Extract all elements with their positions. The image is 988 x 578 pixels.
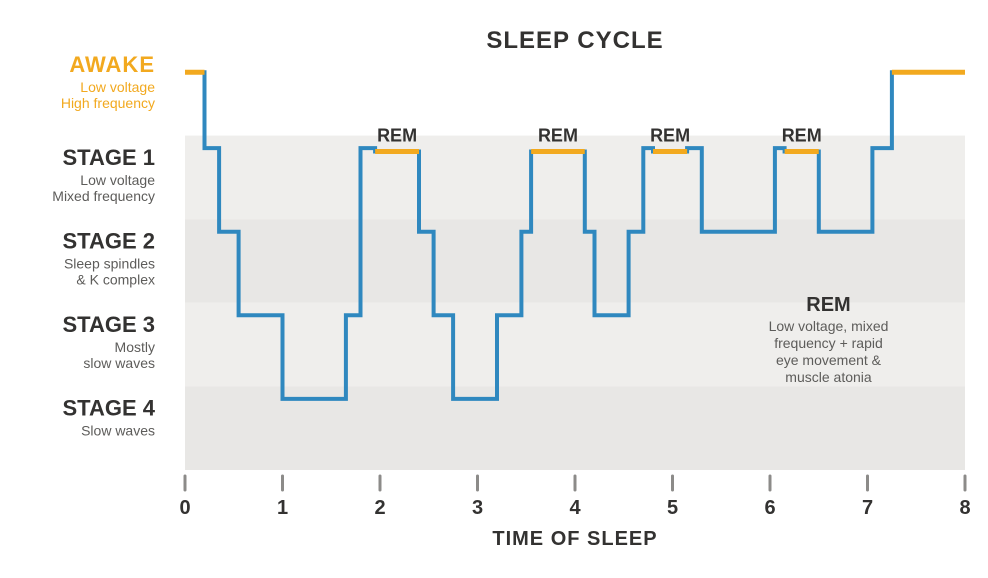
stage-sub1-stage1: Low voltage [80, 172, 155, 188]
stage-title-stage3: STAGE 3 [62, 312, 155, 337]
xtick-label-2: 2 [374, 497, 385, 519]
stage-sub2-stage2: & K complex [76, 271, 155, 287]
rem-info-title: REM [806, 294, 850, 316]
chart-title: SLEEP CYCLE [486, 27, 663, 54]
xtick-label-7: 7 [862, 497, 873, 519]
stage-sub1-stage3: Mostly [115, 339, 155, 355]
stage-sub2-stage3: slow waves [83, 355, 155, 371]
stage-sub2-awake: High frequency [61, 95, 155, 111]
stage-sub1-stage2: Sleep spindles [64, 255, 155, 271]
rem-label-3: REM [782, 125, 822, 145]
stage-band-stage1 [185, 136, 965, 220]
xtick-label-3: 3 [472, 497, 483, 519]
rem-info-line-3: muscle atonia [785, 369, 872, 385]
rem-info-line-1: frequency + rapid [774, 335, 883, 351]
xtick-label-5: 5 [667, 497, 678, 519]
stage-sub2-stage1: Mixed frequency [52, 188, 155, 204]
rem-label-2: REM [650, 125, 690, 145]
xtick-label-6: 6 [764, 497, 775, 519]
xtick-label-0: 0 [179, 497, 190, 519]
stage-title-stage2: STAGE 2 [62, 228, 155, 253]
rem-info-line-0: Low voltage, mixed [769, 318, 889, 334]
stage-sub1-stage4: Slow waves [81, 423, 155, 439]
stage-title-awake: AWAKE [69, 52, 155, 77]
rem-info-line-2: eye movement & [776, 352, 882, 368]
sleep-cycle-svg: SLEEP CYCLEAWAKELow voltageHigh frequenc… [0, 0, 988, 578]
sleep-cycle-chart: { "chart": { "type": "step-line", "title… [0, 0, 988, 578]
stage-title-stage4: STAGE 4 [62, 396, 155, 421]
xtick-label-4: 4 [569, 497, 581, 519]
xtick-label-1: 1 [277, 497, 288, 519]
stage-sub1-awake: Low voltage [80, 79, 155, 95]
x-axis-label: TIME OF SLEEP [492, 528, 657, 550]
stage-title-stage1: STAGE 1 [62, 145, 155, 170]
rem-label-0: REM [377, 125, 417, 145]
rem-label-1: REM [538, 125, 578, 145]
xtick-label-8: 8 [959, 497, 970, 519]
